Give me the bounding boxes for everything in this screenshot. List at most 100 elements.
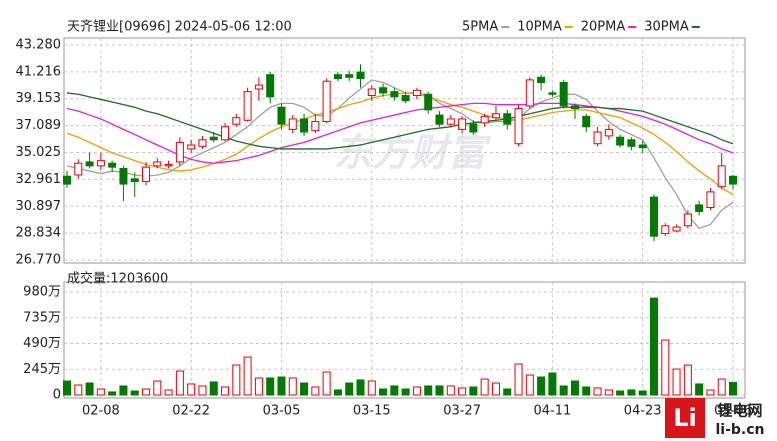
y-tick-label: 735万 xyxy=(23,310,61,325)
candle-body xyxy=(649,196,658,237)
candle-body xyxy=(367,88,376,97)
volume-bar xyxy=(288,377,297,396)
volume-bar xyxy=(706,389,715,396)
logo-url: li-b.cn xyxy=(715,422,764,438)
candle-body xyxy=(266,74,275,98)
candle-body xyxy=(74,162,83,176)
candle-body xyxy=(277,106,286,125)
volume-bar xyxy=(570,380,579,396)
volume-title: 成交量:1203600 xyxy=(67,271,168,287)
logo-name: 锂电网 xyxy=(717,402,762,420)
candle-body xyxy=(345,74,354,78)
candle-body xyxy=(85,161,94,167)
volume-bar xyxy=(559,385,568,396)
volume-bar xyxy=(435,385,444,396)
volume-bar xyxy=(683,364,692,396)
candle-body xyxy=(638,144,647,149)
volume-bar xyxy=(119,385,128,396)
volume-bar xyxy=(491,382,500,396)
candle-body xyxy=(514,108,523,145)
candle-body xyxy=(401,95,410,102)
volume-bar xyxy=(469,386,478,396)
logo-badge-bg xyxy=(665,398,705,438)
candle-body xyxy=(300,118,309,133)
volume-bar xyxy=(548,372,557,396)
volume-bar xyxy=(300,382,309,396)
candle-body xyxy=(108,162,117,168)
x-tick-label: 03-15 xyxy=(353,404,391,419)
candle-body xyxy=(119,167,128,185)
volume-bar xyxy=(401,388,410,396)
candle-body xyxy=(175,141,184,163)
volume-bar xyxy=(356,379,365,396)
candle-body xyxy=(559,82,568,107)
candle-body xyxy=(153,161,162,167)
volume-frame xyxy=(63,281,746,399)
legend-label: 5PMA xyxy=(462,20,498,35)
y-tick-label: 32.961 xyxy=(16,172,62,187)
candle-body xyxy=(729,175,737,185)
candle-body xyxy=(491,113,500,119)
volume-bar xyxy=(514,363,523,396)
candle-body xyxy=(424,93,433,111)
volume-bar xyxy=(209,381,218,396)
candle-body xyxy=(333,74,342,80)
volume-bar xyxy=(243,356,252,396)
legend-label: 20PMA xyxy=(581,20,626,35)
volume-bar xyxy=(616,390,625,396)
candle-body xyxy=(469,123,478,133)
volume-bar xyxy=(672,368,681,396)
legend-swatch xyxy=(691,26,700,28)
candle-body xyxy=(537,76,546,84)
volume-bar xyxy=(582,386,591,396)
volume-bar xyxy=(649,297,658,396)
candle-body xyxy=(164,164,173,167)
candle-body xyxy=(356,71,365,80)
volume-bar xyxy=(187,383,196,396)
legend-label: 10PMA xyxy=(517,20,562,35)
x-tick-label: 03-05 xyxy=(263,404,301,419)
y-tick-label: 30.897 xyxy=(16,199,62,214)
y-tick-label: 980万 xyxy=(23,285,61,300)
volume-bar xyxy=(717,378,726,396)
volume-bar xyxy=(164,389,173,396)
y-tick-label: 35.025 xyxy=(16,145,62,160)
y-tick-label: 26.770 xyxy=(16,253,62,268)
volume-bar xyxy=(661,339,670,396)
legend-label: 30PMA xyxy=(644,20,689,35)
volume-bar xyxy=(232,364,241,396)
volume-bar xyxy=(367,380,376,396)
candle-body xyxy=(412,89,421,97)
volume-bar xyxy=(480,378,489,396)
volume-bar xyxy=(254,377,263,396)
legend-swatch xyxy=(628,26,637,28)
candle-body xyxy=(706,191,715,209)
candle-body xyxy=(604,128,613,137)
candle-body xyxy=(243,91,252,121)
chart-title: 天齐锂业[09696] 2024-05-06 12:00 xyxy=(67,19,292,35)
volume-bar xyxy=(379,388,388,396)
volume-bar xyxy=(311,386,320,396)
candle-body xyxy=(390,91,399,98)
candle-body xyxy=(198,139,207,147)
legend-swatch xyxy=(564,26,573,28)
ma-line xyxy=(66,79,734,230)
volume-bar xyxy=(593,387,602,396)
candle-body xyxy=(672,226,681,232)
candle-body xyxy=(616,136,625,146)
volume-bar xyxy=(153,380,162,396)
y-tick-label: 490万 xyxy=(23,336,61,351)
volume-bar xyxy=(277,376,286,396)
y-tick-label: 28.834 xyxy=(16,226,62,241)
volume-bar xyxy=(604,389,613,396)
volume-bar xyxy=(525,374,534,396)
volume-bar xyxy=(175,370,184,396)
candle-body xyxy=(593,131,602,145)
candle-body xyxy=(446,118,455,125)
y-tick-label: 39.153 xyxy=(16,91,62,106)
volume-bar xyxy=(627,389,636,396)
logo-badge: Li xyxy=(673,404,697,432)
candle-body xyxy=(254,84,263,90)
volume-bar xyxy=(198,385,207,396)
